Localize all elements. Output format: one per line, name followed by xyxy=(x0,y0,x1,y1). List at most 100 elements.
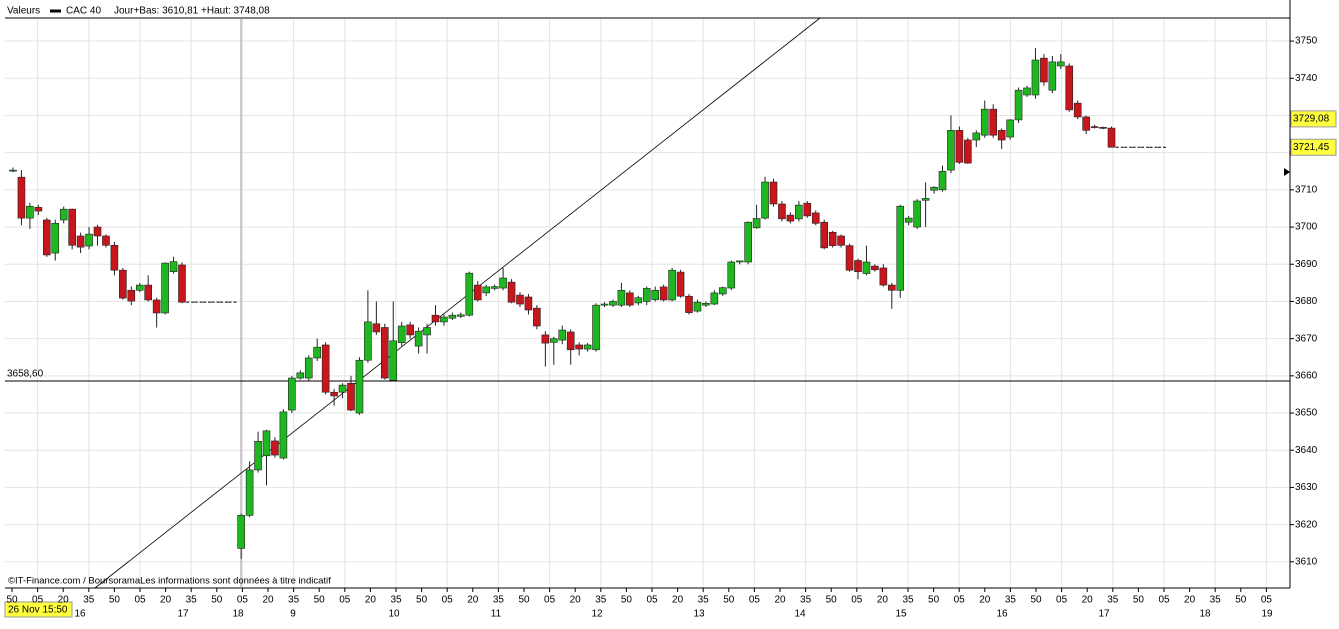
candle-body xyxy=(879,267,888,286)
x-time-label: 20 xyxy=(160,595,172,606)
candle-body xyxy=(685,295,693,313)
candle-body xyxy=(795,204,803,220)
candle-body xyxy=(964,139,972,164)
candle-body xyxy=(42,219,51,256)
candle-body xyxy=(1006,119,1014,138)
price-marker xyxy=(1284,168,1290,176)
x-time-label: 20 xyxy=(877,595,889,606)
price-tag-label: 3721,45 xyxy=(1293,142,1330,153)
trend-line xyxy=(94,17,821,589)
x-time-label: 20 xyxy=(774,595,786,606)
x-day-label: 16 xyxy=(74,609,86,620)
y-tick-label: 3650 xyxy=(1295,408,1318,419)
candle-body xyxy=(304,357,313,379)
candle-body xyxy=(59,208,68,221)
candle-body xyxy=(1107,127,1116,148)
candle-body xyxy=(262,430,271,457)
candle-body xyxy=(659,286,668,301)
candle-body xyxy=(423,327,431,336)
candle-body xyxy=(871,265,879,271)
x-day-label: 17 xyxy=(177,609,189,620)
x-day-label: 9 xyxy=(290,609,296,620)
x-time-label: 35 xyxy=(186,595,198,606)
candle-body xyxy=(313,346,322,359)
y-tick-label: 3630 xyxy=(1295,482,1318,493)
candle-body xyxy=(904,217,913,223)
x-time-label: 20 xyxy=(467,595,479,606)
candle-body xyxy=(1073,102,1082,118)
price-tag-label: 3729,08 xyxy=(1293,114,1330,125)
x-time-label: 35 xyxy=(1210,595,1222,606)
x-time-label: 05 xyxy=(442,595,454,606)
candle-body xyxy=(862,261,871,274)
y-tick-label: 3740 xyxy=(1295,73,1318,84)
candle-body xyxy=(575,344,583,350)
x-time-label: 50 xyxy=(314,595,326,606)
candle-body xyxy=(651,289,660,300)
y-tick-label: 3640 xyxy=(1295,445,1318,456)
x-time-label: 50 xyxy=(826,595,838,606)
candle-body xyxy=(642,288,651,302)
cursor-date-box xyxy=(4,601,73,618)
candle-body xyxy=(549,338,558,343)
candle-body xyxy=(490,286,499,289)
candle-body xyxy=(414,330,423,347)
candle-body xyxy=(617,289,626,306)
candle-body xyxy=(786,214,795,222)
candle-body xyxy=(896,205,905,291)
candle-body xyxy=(507,281,516,303)
source: ©IT-Finance.com / BoursoramaLes informat… xyxy=(8,576,331,587)
candle-body xyxy=(127,289,136,302)
candle-body xyxy=(828,231,837,246)
x-time-label: 35 xyxy=(698,595,710,606)
candle-body xyxy=(592,304,600,351)
y-tick-label: 3620 xyxy=(1295,519,1318,530)
candle-body xyxy=(465,272,474,316)
x-time-label: 35 xyxy=(83,595,95,606)
reference-label: 3658,60 xyxy=(7,369,44,380)
x-time-label: 50 xyxy=(1235,595,1247,606)
x-day-label: 19 xyxy=(1261,609,1273,620)
x-time-label: 20 xyxy=(570,595,582,606)
candle-body xyxy=(76,235,85,248)
candle-body xyxy=(676,271,685,297)
candle-body xyxy=(820,221,829,249)
candle-body xyxy=(26,205,34,219)
candle-body xyxy=(431,314,440,323)
candle-body xyxy=(752,218,761,229)
x-time-label: 50 xyxy=(621,595,633,606)
x-time-label: 20 xyxy=(262,595,274,606)
candle-body xyxy=(169,261,178,272)
x-time-label: 35 xyxy=(493,595,505,606)
candle-body xyxy=(600,303,609,306)
x-day-label: 12 xyxy=(591,609,603,620)
x-time-label: 50 xyxy=(1133,595,1145,606)
x-day-label: 10 xyxy=(388,609,400,620)
x-time-label: 05 xyxy=(646,595,658,606)
instrument: CAC 40 xyxy=(66,6,101,17)
candle-body xyxy=(330,391,338,397)
y-tick-label: 3610 xyxy=(1295,556,1318,567)
candle-body xyxy=(1057,61,1065,67)
x-time-label: 50 xyxy=(723,595,735,606)
candle-body xyxy=(634,297,643,304)
x-day-label: 17 xyxy=(1098,609,1110,620)
candle-body xyxy=(921,198,930,201)
candle-body xyxy=(448,314,457,319)
candle-body xyxy=(778,203,786,220)
candle-body xyxy=(406,324,414,336)
candle-body xyxy=(1090,126,1099,128)
candle-body xyxy=(499,277,507,289)
candle-body xyxy=(482,286,491,294)
header-label: Valeurs xyxy=(7,6,40,17)
x-time-label: 05 xyxy=(1056,595,1068,606)
candle-body xyxy=(440,316,448,323)
candle-body xyxy=(1048,61,1057,91)
x-time-label: 50 xyxy=(416,595,428,606)
x-time-label: 20 xyxy=(1184,595,1196,606)
x-day-label: 15 xyxy=(895,609,907,620)
candle-body xyxy=(735,260,744,263)
x-time-label: 50 xyxy=(928,595,940,606)
candle-body xyxy=(1014,89,1023,121)
